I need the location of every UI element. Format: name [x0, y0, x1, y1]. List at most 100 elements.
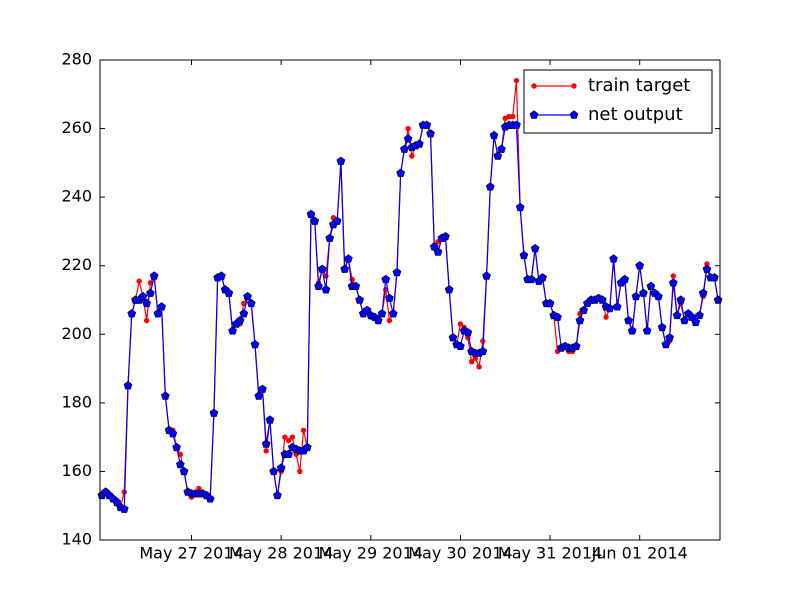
marker	[441, 231, 450, 241]
x-tick-label: May 29 2014	[319, 544, 423, 563]
marker	[146, 288, 155, 297]
marker	[138, 291, 148, 301]
marker	[569, 110, 579, 119]
marker	[639, 288, 648, 297]
marker	[336, 156, 346, 165]
marker	[263, 448, 269, 454]
marker	[340, 264, 349, 273]
marker	[665, 333, 674, 342]
y-tick-label: 140	[61, 530, 92, 549]
marker	[385, 293, 394, 302]
marker	[478, 346, 488, 356]
marker	[310, 216, 320, 225]
marker	[409, 153, 415, 159]
marker	[400, 144, 409, 153]
marker	[119, 504, 129, 513]
x-tick-label: May 31 2014	[498, 544, 602, 563]
marker	[153, 309, 163, 318]
y-tick-label: 200	[61, 324, 92, 343]
marker	[597, 295, 607, 304]
marker	[468, 359, 475, 365]
marker	[575, 315, 585, 325]
marker	[489, 130, 499, 140]
marker	[702, 264, 712, 273]
marker	[332, 216, 342, 225]
marker	[149, 271, 159, 280]
marker	[531, 83, 537, 89]
x-tick-label: Jun 01 2014	[591, 544, 688, 563]
marker	[676, 295, 686, 304]
marker	[205, 494, 215, 503]
marker	[373, 315, 383, 325]
marker	[317, 264, 327, 273]
x-tick-label: May 28 2014	[229, 544, 333, 563]
marker	[545, 298, 555, 308]
y-tick-label: 220	[61, 255, 92, 274]
marker	[482, 271, 491, 280]
marker	[426, 129, 435, 138]
marker	[463, 327, 473, 337]
marker	[642, 326, 652, 335]
marker	[657, 322, 667, 332]
y-tick-label: 160	[61, 461, 92, 480]
marker	[284, 449, 293, 458]
marker	[405, 125, 411, 132]
marker	[136, 278, 142, 284]
marker	[646, 281, 656, 290]
marker	[269, 466, 279, 476]
marker	[127, 309, 137, 318]
marker	[314, 281, 323, 290]
marker	[392, 267, 402, 277]
marker	[386, 317, 393, 324]
marker	[579, 305, 589, 314]
plot-frame	[99, 59, 721, 541]
marker	[276, 463, 286, 472]
marker	[433, 247, 443, 256]
marker	[142, 298, 152, 308]
marker	[289, 434, 296, 440]
legend-box	[523, 69, 713, 134]
marker	[668, 278, 678, 287]
marker	[538, 273, 547, 282]
marker	[515, 202, 525, 212]
marker	[381, 274, 391, 284]
marker	[403, 134, 413, 143]
marker	[239, 309, 249, 318]
marker	[282, 434, 288, 440]
marker	[157, 302, 166, 311]
marker	[691, 317, 701, 326]
marker	[377, 309, 387, 318]
marker	[143, 317, 150, 324]
legend-label: net output	[588, 104, 683, 125]
marker	[661, 339, 671, 349]
y-tick-label: 240	[61, 187, 92, 206]
marker	[485, 182, 495, 191]
marker	[250, 339, 260, 349]
marker	[609, 254, 618, 263]
marker	[351, 281, 361, 290]
marker	[620, 274, 630, 284]
x-tick-label: May 30 2014	[408, 544, 512, 563]
marker	[161, 391, 170, 400]
marker	[344, 254, 353, 263]
marker	[603, 314, 609, 320]
marker	[571, 83, 577, 89]
marker	[217, 271, 226, 280]
marker	[396, 168, 406, 177]
marker	[456, 341, 465, 350]
marker	[306, 209, 316, 218]
marker	[654, 291, 663, 301]
marker	[179, 466, 189, 476]
marker	[355, 295, 364, 304]
marker	[510, 113, 516, 120]
marker	[605, 303, 615, 313]
marker	[258, 384, 267, 393]
marker	[553, 312, 562, 321]
marker	[493, 151, 503, 160]
marker	[273, 490, 282, 500]
marker	[529, 110, 539, 119]
marker	[457, 321, 464, 327]
marker	[265, 415, 275, 424]
marker	[497, 144, 506, 153]
